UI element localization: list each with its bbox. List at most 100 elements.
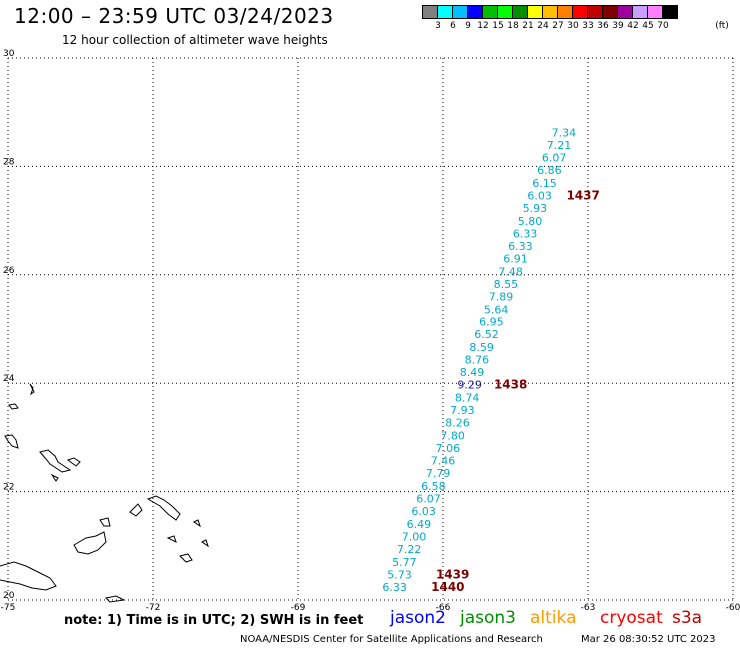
island-outline	[104, 595, 126, 603]
footer-note: note: 1) Time is in UTC; 2) SWH is in fe…	[64, 613, 364, 628]
island-outline	[201, 539, 209, 548]
color-scale-tick: 27	[552, 21, 564, 31]
swh-value: 7.89	[489, 290, 514, 303]
coastline	[0, 383, 209, 603]
time-label: 1439	[436, 567, 469, 581]
color-scale-labels: (ft) 3 6 9 12 15 18 21 24 27 30 33 36 39 42 45 70	[423, 19, 729, 33]
satellite-name-jason3: jason3	[460, 608, 516, 628]
island-outline	[73, 531, 107, 555]
color-scale-tick: 33	[582, 21, 594, 31]
color-scale-tick: 15	[492, 21, 504, 31]
swh-value: 6.95	[479, 316, 504, 329]
island-outline	[66, 457, 81, 467]
swh-value: 7.21	[547, 139, 572, 152]
color-scale-tick: 6	[450, 21, 456, 31]
color-scale-tick: 39	[612, 21, 624, 31]
swh-value: 6.33	[382, 581, 407, 594]
island-outline	[99, 517, 111, 527]
island-outline	[193, 519, 201, 528]
swh-value: 6.33	[508, 240, 533, 253]
credit-line: NOAA/NESDIS Center for Satellite Applica…	[240, 634, 543, 645]
lon-tick-label: -75	[1, 603, 16, 613]
swh-value: 8.49	[460, 366, 485, 379]
lon-tick-label: -66	[436, 603, 451, 613]
swh-value: 5.73	[387, 568, 412, 581]
swh-value: 8.26	[445, 417, 470, 430]
color-swatch	[662, 5, 678, 19]
swh-value: 5.80	[518, 215, 543, 228]
swh-value: 7.48	[498, 265, 523, 278]
island-outline	[179, 553, 193, 563]
swh-value: 7.46	[431, 455, 456, 468]
lat-tick-label: 26	[3, 266, 15, 276]
color-scale-tick: 9	[465, 21, 471, 31]
satellite-name-cryosat: cryosat	[600, 608, 663, 628]
island-outline	[4, 434, 19, 449]
swh-value: 7.06	[436, 442, 461, 455]
color-scale-swatches	[422, 5, 678, 19]
lat-tick-label: 30	[3, 49, 15, 59]
swh-value: 5.93	[523, 202, 548, 215]
swh-value: 6.15	[532, 177, 557, 190]
lat-tick-label: 28	[3, 157, 15, 167]
color-scale-tick: 36	[597, 21, 609, 31]
satellite-name-jason2: jason2	[390, 608, 446, 628]
swh-value: 6.49	[407, 518, 432, 531]
swh-value: 9.29	[457, 379, 482, 392]
island-outline	[0, 561, 57, 591]
color-scale-tick: 3	[435, 21, 441, 31]
swh-value: 8.74	[455, 392, 480, 405]
color-scale-legend: (ft) 3 6 9 12 15 18 21 24 27 30 33 36 39 42 45 70	[422, 5, 729, 33]
lat-tick-label: 24	[3, 374, 15, 384]
map-subtitle: 12 hour collection of altimeter wave hei…	[62, 33, 328, 47]
swh-value: 7.00	[402, 530, 427, 543]
color-scale-tick: 18	[507, 21, 519, 31]
lon-tick-label: -63	[581, 603, 596, 613]
color-scale-tick: 70	[657, 21, 669, 31]
time-label: 1438	[494, 378, 527, 392]
swh-value: 6.03	[527, 189, 552, 202]
swh-value: 7.79	[426, 467, 451, 480]
island-outline	[8, 403, 19, 410]
swh-value: 6.52	[474, 328, 499, 341]
swh-value: 5.64	[484, 303, 509, 316]
island-outline	[29, 383, 35, 396]
swh-value: 7.93	[450, 404, 475, 417]
swh-value: 6.58	[421, 480, 446, 493]
time-label: 1440	[431, 580, 464, 594]
satellite-name-s3a: s3a	[672, 608, 703, 628]
swh-value: 7.34	[552, 127, 577, 140]
swh-value: 6.07	[542, 152, 567, 165]
lat-lon-grid: -75 -72 -69 -66 -63 -60 30 28 26 24 22 20	[1, 49, 740, 613]
swh-value: 8.59	[469, 341, 494, 354]
lon-tick-label: -60	[726, 603, 740, 613]
lon-tick-label: -69	[291, 603, 306, 613]
island-outline	[39, 449, 72, 473]
color-scale-tick: 12	[477, 21, 489, 31]
time-label: 1437	[566, 188, 599, 202]
lat-tick-label: 22	[3, 483, 14, 493]
color-scale-tick: 21	[522, 21, 534, 31]
swh-value: 7.80	[440, 430, 465, 443]
island-outline	[146, 495, 181, 521]
map-title: 12:00 – 23:59 UTC 03/24/2023	[14, 4, 334, 28]
swh-value: 6.86	[537, 164, 562, 177]
color-scale-unit: (ft)	[715, 21, 729, 31]
island-outline	[50, 473, 59, 482]
swh-value: 6.91	[503, 252, 528, 265]
island-outline	[166, 535, 177, 543]
color-scale-tick: 24	[537, 21, 549, 31]
lat-tick-label: 20	[3, 591, 15, 601]
color-scale-tick: 42	[627, 21, 639, 31]
swh-value: 6.03	[411, 505, 436, 518]
swh-value: 5.77	[392, 556, 417, 569]
swh-value: 6.33	[513, 227, 538, 240]
color-scale-tick: 30	[567, 21, 579, 31]
satellite-name-altika: altika	[530, 608, 577, 628]
wave-height-readings: 7.347.216.076.866.156.035.935.806.336.33…	[382, 127, 576, 594]
swh-value: 8.76	[465, 354, 490, 367]
swh-value: 8.55	[494, 278, 519, 291]
island-outline	[129, 503, 143, 517]
